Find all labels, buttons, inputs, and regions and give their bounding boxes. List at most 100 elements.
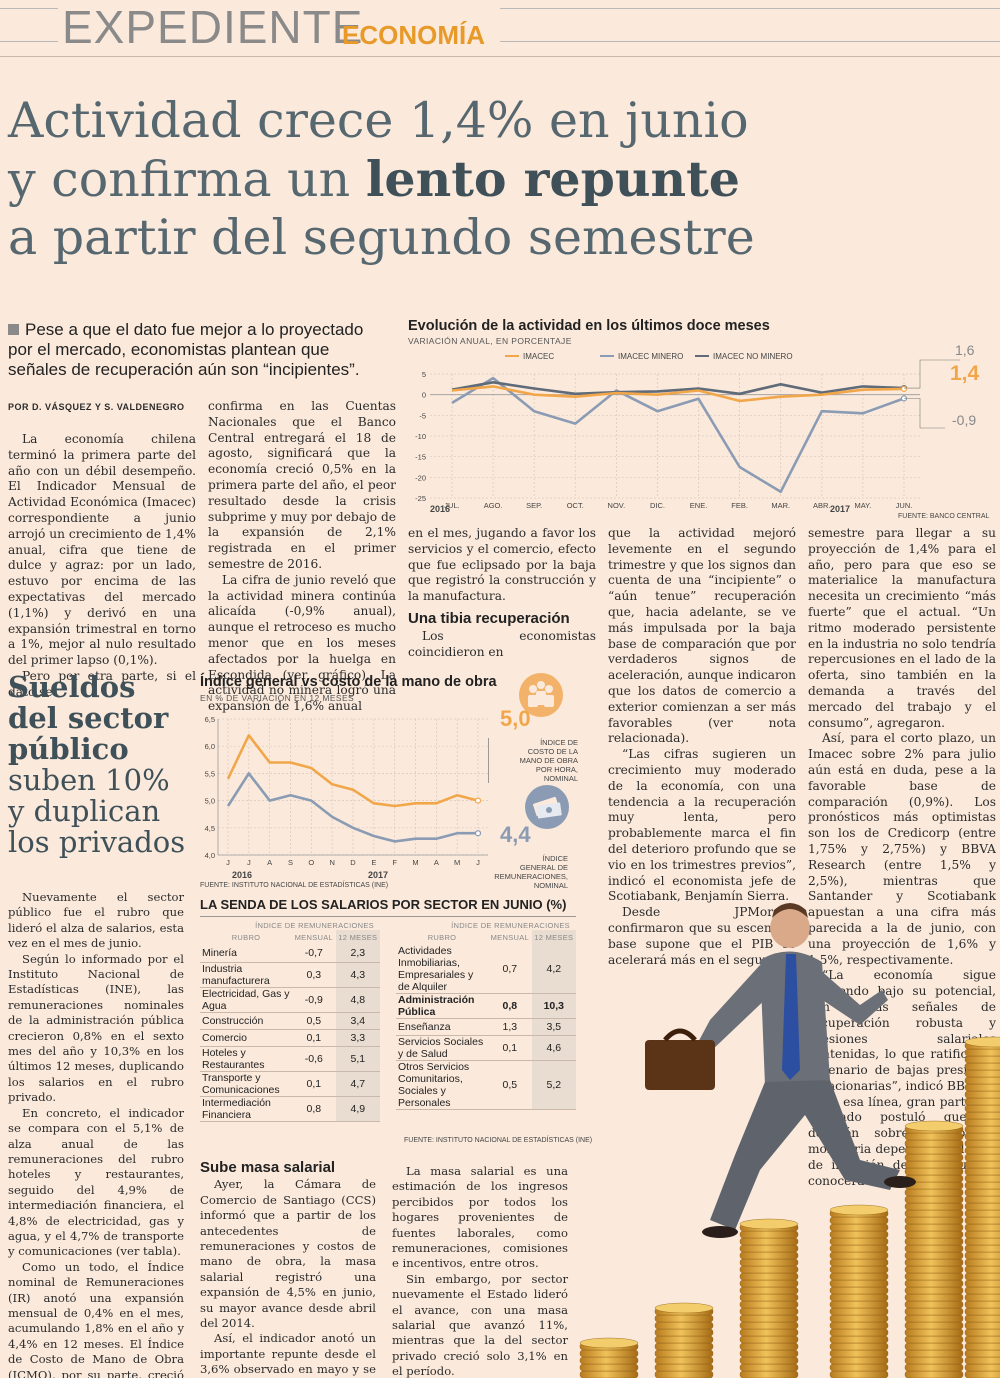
paragraph: semestre para llegar a su proyección de … [808, 526, 996, 730]
coin [739, 1349, 799, 1358]
label-line: MANO DE OBRA [519, 756, 578, 765]
byline: POR D. VÁSQUEZ Y S. VALDENEGRO [8, 402, 185, 412]
paragraph: Así, el indicador anotó un importante re… [200, 1331, 376, 1378]
coin [739, 1293, 799, 1302]
coin [829, 1272, 889, 1281]
coin [829, 1356, 889, 1365]
coin [904, 1237, 964, 1246]
y-tick-label: -10 [415, 432, 426, 441]
coin [964, 1118, 1000, 1127]
coin [829, 1223, 889, 1232]
coin [964, 1363, 1000, 1372]
coin [964, 1251, 1000, 1260]
table-cell-mensual: 0,5 [488, 1060, 532, 1110]
paragraph: En concreto, el indicador se compara con… [8, 1105, 184, 1259]
coin-top [829, 1204, 889, 1216]
coin [904, 1244, 964, 1253]
coin [904, 1342, 964, 1351]
coin-top [964, 1036, 1000, 1048]
table-column-header: MENSUAL [490, 932, 529, 942]
table-cell-mensual: 0,1 [488, 1035, 532, 1061]
legend-label: IMACEC MINERO [618, 352, 683, 361]
coin [964, 1286, 1000, 1295]
chart1-end-label-minero: -0,9 [952, 412, 977, 428]
table-cell-rubro: Industria manufacturera [200, 962, 292, 988]
coin [964, 1097, 1000, 1106]
header-divider [0, 56, 1000, 57]
chart2-title: Índice general vs costo de la mano de ob… [200, 674, 497, 690]
table-group-header: ÍNDICE DE REMUNERACIONES [451, 921, 570, 930]
paragraph: “La economía sigue creciendo bajo su pot… [808, 968, 996, 1093]
coin [904, 1307, 964, 1316]
headline-line-2b: lento repunte [365, 150, 740, 208]
table-column-header: 12 MESES [335, 930, 380, 945]
lead-text: Pese a que el dato fue mejor a lo proyec… [8, 320, 364, 379]
label-line: ÍNDICE [542, 854, 568, 863]
coin [964, 1167, 1000, 1176]
x-tick-label: NOV. [608, 501, 626, 510]
coin [829, 1265, 889, 1274]
coin [739, 1321, 799, 1330]
coin [964, 1300, 1000, 1309]
table-cell-12-meses: 5,1 [335, 1046, 380, 1072]
coin [904, 1216, 964, 1225]
table-cell-rubro: Transporte y Comunicaciones [200, 1071, 292, 1097]
table-row: Administración Pública 0,8 10,3 [396, 993, 576, 1019]
y-tick-label: 4,0 [205, 851, 215, 860]
coin [904, 1202, 964, 1211]
sueldos-headline: Sueldos del sector público suben 10% y d… [8, 672, 198, 858]
coin [904, 1230, 964, 1239]
coin [964, 1356, 1000, 1365]
coin [964, 1153, 1000, 1162]
coin [964, 1111, 1000, 1120]
coin [739, 1370, 799, 1378]
paragraph: Desde JPMorgan confirmaron que su escena… [608, 905, 796, 967]
chart1-end-label-no-minero: 1,6 [955, 342, 975, 358]
coin [654, 1335, 714, 1344]
coin [739, 1244, 799, 1253]
coin [654, 1363, 714, 1372]
coin [964, 1307, 1000, 1316]
sueldos-column-1: Nuevamente el sector público fue el rubr… [8, 890, 184, 1378]
coin [739, 1272, 799, 1281]
salary-table-left: ÍNDICE DE REMUNERACIONES RUBRO MENSUAL 12 M… [200, 921, 380, 1122]
headline-line-3: a partir del segundo semestre [8, 209, 755, 266]
x-tick-label: SEP. [526, 501, 542, 510]
table-cell-mensual: 1,3 [488, 1018, 532, 1036]
legend-label: IMACEC NO MINERO [713, 352, 793, 361]
table-row: Transporte y Comunicaciones 0,1 4,7 [200, 1071, 380, 1097]
series-line [451, 381, 905, 396]
table-cell-12-meses: 5,2 [531, 1060, 576, 1110]
table-cell-12-meses: 3,4 [335, 1012, 380, 1030]
table-cell-12-meses: 2,3 [335, 945, 380, 963]
x-tick-label: OCT. [567, 501, 584, 510]
coin [964, 1055, 1000, 1064]
table-row: Hoteles y Restaurantes -0,6 5,1 [200, 1046, 380, 1072]
coin [904, 1160, 964, 1169]
coin [739, 1251, 799, 1260]
coin [964, 1223, 1000, 1232]
section-name: EXPEDIENTE [62, 1, 364, 53]
table-cell-mensual: -0,7 [292, 945, 336, 963]
coin [829, 1251, 889, 1260]
x-tick-label: J [226, 858, 230, 867]
label-line: ÍNDICE DE [540, 738, 578, 747]
table-row: Actividades Inmobiliarias, Empresariales… [396, 945, 576, 994]
x-tick-label: DIC. [650, 501, 665, 510]
y-tick-label: 0 [422, 391, 426, 400]
table-column-header: MENSUAL [294, 932, 333, 942]
article-column-3: en el mes, jugando a favor los servicios… [408, 526, 596, 660]
coin [904, 1188, 964, 1197]
coin-top [904, 1120, 964, 1132]
coin-top [739, 1218, 799, 1230]
workers-icon [519, 673, 563, 717]
paragraph: La economía chilena terminó la primera p… [8, 432, 196, 668]
paragraph: confirma en las Cuentas Nacionales que e… [208, 399, 396, 571]
coin [904, 1370, 964, 1378]
x-tick-label: S [288, 858, 293, 867]
coin [739, 1279, 799, 1288]
x-tick-label: FEB. [731, 501, 748, 510]
coin [579, 1370, 639, 1378]
table-cell-mensual: 0,7 [488, 945, 532, 994]
coin [829, 1230, 889, 1239]
